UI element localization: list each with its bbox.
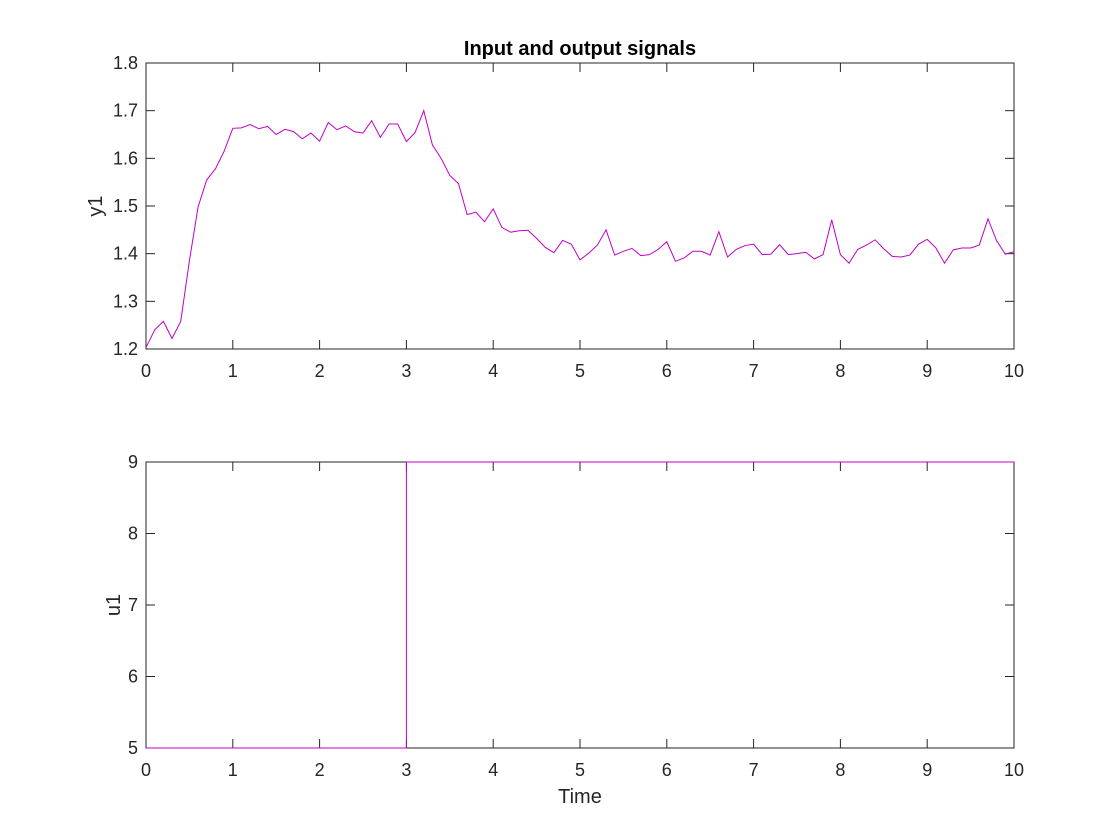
x-tick-label: 7 bbox=[749, 361, 759, 381]
x-tick-label: 7 bbox=[749, 760, 759, 780]
input-series-u1 bbox=[146, 461, 1014, 749]
output-y-axis-label: y1 bbox=[85, 195, 107, 216]
x-tick-label: 5 bbox=[575, 760, 585, 780]
x-tick-label: 3 bbox=[401, 361, 411, 381]
y-tick-label: 1.7 bbox=[113, 101, 138, 121]
output-y-tick-labels: 1.2 1.3 1.4 1.5 1.6 1.7 1.8 bbox=[113, 53, 138, 359]
x-tick-label: 6 bbox=[662, 361, 672, 381]
x-tick-label: 1 bbox=[228, 760, 238, 780]
x-tick-label: 2 bbox=[315, 361, 325, 381]
output-axes-ticks bbox=[145, 62, 1015, 350]
y-tick-label: 1.8 bbox=[113, 53, 138, 73]
x-tick-label: 4 bbox=[488, 361, 498, 381]
y-tick-label: 1.6 bbox=[113, 148, 138, 168]
x-tick-label: 8 bbox=[835, 760, 845, 780]
y-tick-label: 5 bbox=[128, 738, 138, 758]
x-tick-label: 8 bbox=[835, 361, 845, 381]
input-axes: 0 1 2 3 4 5 6 7 8 9 10 5 6 7 8 9 u1 Time bbox=[103, 452, 1024, 808]
chart-title: Input and output signals bbox=[464, 38, 696, 60]
x-tick-label: 0 bbox=[141, 760, 151, 780]
output-series-y1 bbox=[145, 109, 1015, 348]
x-tick-label: 0 bbox=[141, 361, 151, 381]
y-tick-label: 1.5 bbox=[113, 196, 138, 216]
input-x-tick-labels: 0 1 2 3 4 5 6 7 8 9 10 bbox=[141, 760, 1024, 780]
x-tick-label: 9 bbox=[922, 361, 932, 381]
y-tick-label: 9 bbox=[128, 452, 138, 472]
input-y-axis-label: u1 bbox=[103, 594, 125, 616]
x-tick-label: 4 bbox=[488, 760, 498, 780]
input-y-tick-labels: 5 6 7 8 9 bbox=[128, 452, 138, 758]
y-tick-label: 1.2 bbox=[113, 339, 138, 359]
x-tick-label: 9 bbox=[922, 760, 932, 780]
input-axes-frame bbox=[145, 461, 1015, 749]
output-x-tick-labels: 0 1 2 3 4 5 6 7 8 9 10 bbox=[141, 361, 1024, 381]
y-tick-label: 1.3 bbox=[113, 291, 138, 311]
output-axes: 0 1 2 3 4 5 6 7 8 9 10 1.2 1.3 1.4 1.5 1.6 1.7 1.8 y1 bbox=[85, 53, 1024, 381]
x-tick-label: 1 bbox=[228, 361, 238, 381]
y-tick-label: 8 bbox=[128, 524, 138, 544]
y-tick-label: 6 bbox=[128, 667, 138, 687]
x-tick-label: 10 bbox=[1004, 361, 1024, 381]
x-tick-label: 3 bbox=[401, 760, 411, 780]
input-x-axis-label: Time bbox=[558, 786, 602, 808]
x-tick-label: 6 bbox=[662, 760, 672, 780]
x-tick-label: 2 bbox=[315, 760, 325, 780]
x-tick-label: 5 bbox=[575, 361, 585, 381]
x-tick-label: 10 bbox=[1004, 760, 1024, 780]
y-tick-label: 7 bbox=[128, 595, 138, 615]
y-tick-label: 1.4 bbox=[113, 244, 138, 264]
output-axes-frame bbox=[145, 62, 1015, 350]
